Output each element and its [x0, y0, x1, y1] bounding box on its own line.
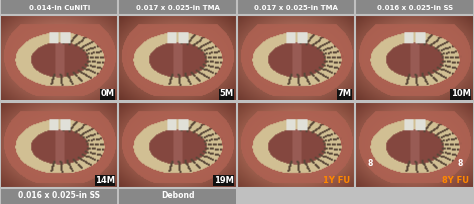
Text: 0.017 x 0.025-in TMA: 0.017 x 0.025-in TMA [255, 4, 338, 10]
Bar [450, 89, 471, 100]
Bar [219, 89, 234, 100]
Bar [1, 188, 118, 204]
Bar [119, 188, 236, 204]
Text: 8Y FU: 8Y FU [442, 176, 469, 185]
Bar [213, 175, 234, 186]
Bar [95, 175, 116, 186]
Bar [119, 0, 236, 15]
Bar [356, 0, 473, 15]
Text: 8: 8 [457, 159, 463, 168]
Text: 8: 8 [367, 159, 373, 168]
Text: 1Y FU: 1Y FU [323, 176, 351, 185]
Text: 19M: 19M [214, 176, 234, 185]
Text: 0.016 x 0.025-in SS: 0.016 x 0.025-in SS [18, 192, 100, 201]
Text: 0.016 x 0.025-in SS: 0.016 x 0.025-in SS [377, 4, 453, 10]
Text: 0.017 x 0.025-in TMA: 0.017 x 0.025-in TMA [136, 4, 219, 10]
Text: 5M: 5M [219, 90, 233, 99]
Text: 14M: 14M [95, 176, 115, 185]
Bar [238, 0, 355, 15]
Bar [1, 0, 118, 15]
Bar [100, 89, 116, 100]
Text: 0.014-in CuNiTi: 0.014-in CuNiTi [28, 4, 90, 10]
Text: Debond: Debond [161, 192, 194, 201]
Text: 7M: 7M [338, 90, 352, 99]
Bar [337, 89, 353, 100]
Text: 0M: 0M [101, 90, 115, 99]
Text: 10M: 10M [451, 90, 471, 99]
